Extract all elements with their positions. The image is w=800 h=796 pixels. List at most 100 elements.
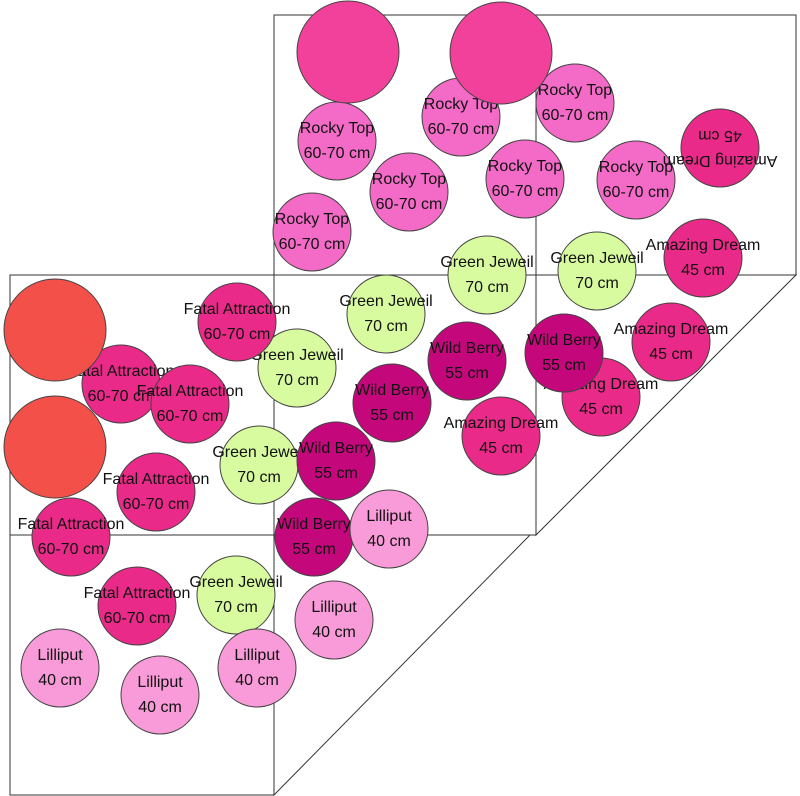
plant-size: 60-70 cm: [204, 326, 271, 343]
plant-name: Wild Berry: [277, 516, 351, 533]
plant-name: Rocky Top: [372, 171, 447, 188]
plant: Fatal Attraction 60-70 cm: [84, 566, 191, 646]
plant: Lilliput 40 cm: [349, 489, 429, 569]
plant-size: 45 cm: [479, 440, 523, 457]
plant-size: 70 cm: [275, 372, 319, 389]
shrub: [3, 278, 107, 382]
plant-circle: [631, 302, 711, 382]
plant: Fatal Attraction 60-70 cm: [137, 364, 244, 444]
plant-circle: [197, 282, 277, 362]
plant-size: 55 cm: [445, 365, 489, 382]
plant-name: Lilliput: [137, 674, 183, 691]
plant-name: Rocky Top: [300, 120, 375, 137]
plant-name: Rocky Top: [424, 96, 499, 113]
shrub: [449, 1, 553, 105]
plant: Amazing Dream 45 cm: [614, 302, 729, 382]
plant-name: Amazing Dream: [614, 321, 729, 338]
plant: Fatal Attraction 60-70 cm: [18, 497, 125, 577]
plant: Green Jeweil 70 cm: [550, 231, 644, 311]
plant-size: 45 cm: [649, 346, 693, 363]
plant-size: 60-70 cm: [279, 236, 346, 253]
plant: Fatal Attraction 60-70 cm: [68, 344, 175, 424]
plant-circle: [352, 363, 432, 443]
plant: Wild Berry 55 cm: [352, 363, 432, 443]
plant-name: Green Jeweil: [189, 574, 282, 591]
plant-size: 60-70 cm: [492, 183, 559, 200]
plant-name: Rocky Top: [538, 82, 613, 99]
plant-circle: [535, 63, 615, 143]
plant-name: Fatal Attraction: [68, 363, 175, 380]
plant: Lilliput 40 cm: [294, 580, 374, 660]
plant-name: Green Jeweil: [339, 293, 432, 310]
plant-size: 40 cm: [367, 533, 411, 550]
plant-circle: [461, 396, 541, 476]
plant-circle: [120, 655, 200, 735]
plant-size: 55 cm: [542, 357, 586, 374]
plant: Lilliput 40 cm: [20, 628, 100, 708]
plant-size: 60-70 cm: [603, 184, 670, 201]
plant-circle: [447, 235, 527, 315]
plant-size: 45 cm: [579, 401, 623, 418]
plant-name: Rocky Top: [599, 159, 674, 176]
plant-circle: [557, 231, 637, 311]
plant-size: 70 cm: [465, 279, 509, 296]
plant-name: Fatal Attraction: [84, 585, 191, 602]
plant: Lilliput 40 cm: [120, 655, 200, 735]
plant: Rocky Top 60-70 cm: [596, 140, 676, 220]
plant-size: 40 cm: [235, 672, 279, 689]
plant-name: Lilliput: [234, 647, 280, 664]
plant-circle: [274, 497, 354, 577]
plant: Rocky Top 60-70 cm: [369, 152, 449, 232]
large-shrubs: [3, 0, 553, 499]
plant-size: 70 cm: [214, 599, 258, 616]
plant-circle: [196, 555, 276, 635]
plant-name: Wild Berry: [430, 340, 504, 357]
plant-size: 70 cm: [364, 318, 408, 335]
plant-size: 60-70 cm: [88, 388, 155, 405]
plant-name: Wild Berry: [355, 382, 429, 399]
plant: Green Jeweil 70 cm: [189, 555, 283, 635]
plant: Rocky Top 60-70 cm: [272, 192, 352, 272]
plant-size: 55 cm: [370, 407, 414, 424]
plant-name: Green Jeweil: [440, 254, 533, 271]
plant-circle: [272, 192, 352, 272]
plant: Rocky Top 60-70 cm: [535, 63, 615, 143]
plant-circle: [349, 489, 429, 569]
plant-name: Fatal Attraction: [137, 383, 244, 400]
plant-name: Fatal Attraction: [184, 301, 291, 318]
plant: Wild Berry 55 cm: [274, 497, 354, 577]
plant: Amazing Dream 45 cm: [646, 218, 760, 298]
plant-name: Wild Berry: [299, 440, 373, 457]
plant-name: Amazing Dream: [663, 152, 778, 169]
plant-circle: [297, 101, 377, 181]
bed: [535, 274, 798, 537]
plant: Wild Berry 55 cm: [524, 313, 604, 393]
plant: Amazing Dream 45 cm: [444, 396, 559, 476]
shrub: [296, 0, 400, 104]
plant: Green Jeweil 70 cm: [339, 274, 433, 354]
plant-size: 40 cm: [312, 624, 356, 641]
plant-name: Green Jeweil: [550, 250, 643, 267]
plant-name: Fatal Attraction: [18, 516, 125, 533]
shrub: [3, 395, 107, 499]
plant-circle: [524, 313, 604, 393]
plant: Green Jeweil 70 cm: [212, 425, 306, 505]
plant-size: 45 cm: [681, 262, 725, 279]
plant: Green Jeweil 70 cm: [440, 235, 534, 315]
plant-circle: [219, 425, 299, 505]
plant-name: Rocky Top: [275, 211, 350, 228]
plant: Wild Berry 55 cm: [427, 321, 507, 401]
plant-circle: [485, 139, 565, 219]
plants: Rocky Top 60-70 cm Rocky Top 60-70 cm Rocky …: [18, 63, 778, 735]
plant-circle: [257, 328, 337, 408]
plant-name: Fatal Attraction: [103, 471, 210, 488]
plant-size: 55 cm: [314, 465, 358, 482]
plant-name: Amazing Dream: [444, 415, 559, 432]
plant-size: 45 cm: [698, 127, 742, 144]
plant-circle: [663, 218, 743, 298]
plant-size: 70 cm: [237, 469, 281, 486]
plant: Rocky Top 60-70 cm: [297, 101, 377, 181]
plant-circle: [294, 580, 374, 660]
plant-size: 60-70 cm: [123, 496, 190, 513]
